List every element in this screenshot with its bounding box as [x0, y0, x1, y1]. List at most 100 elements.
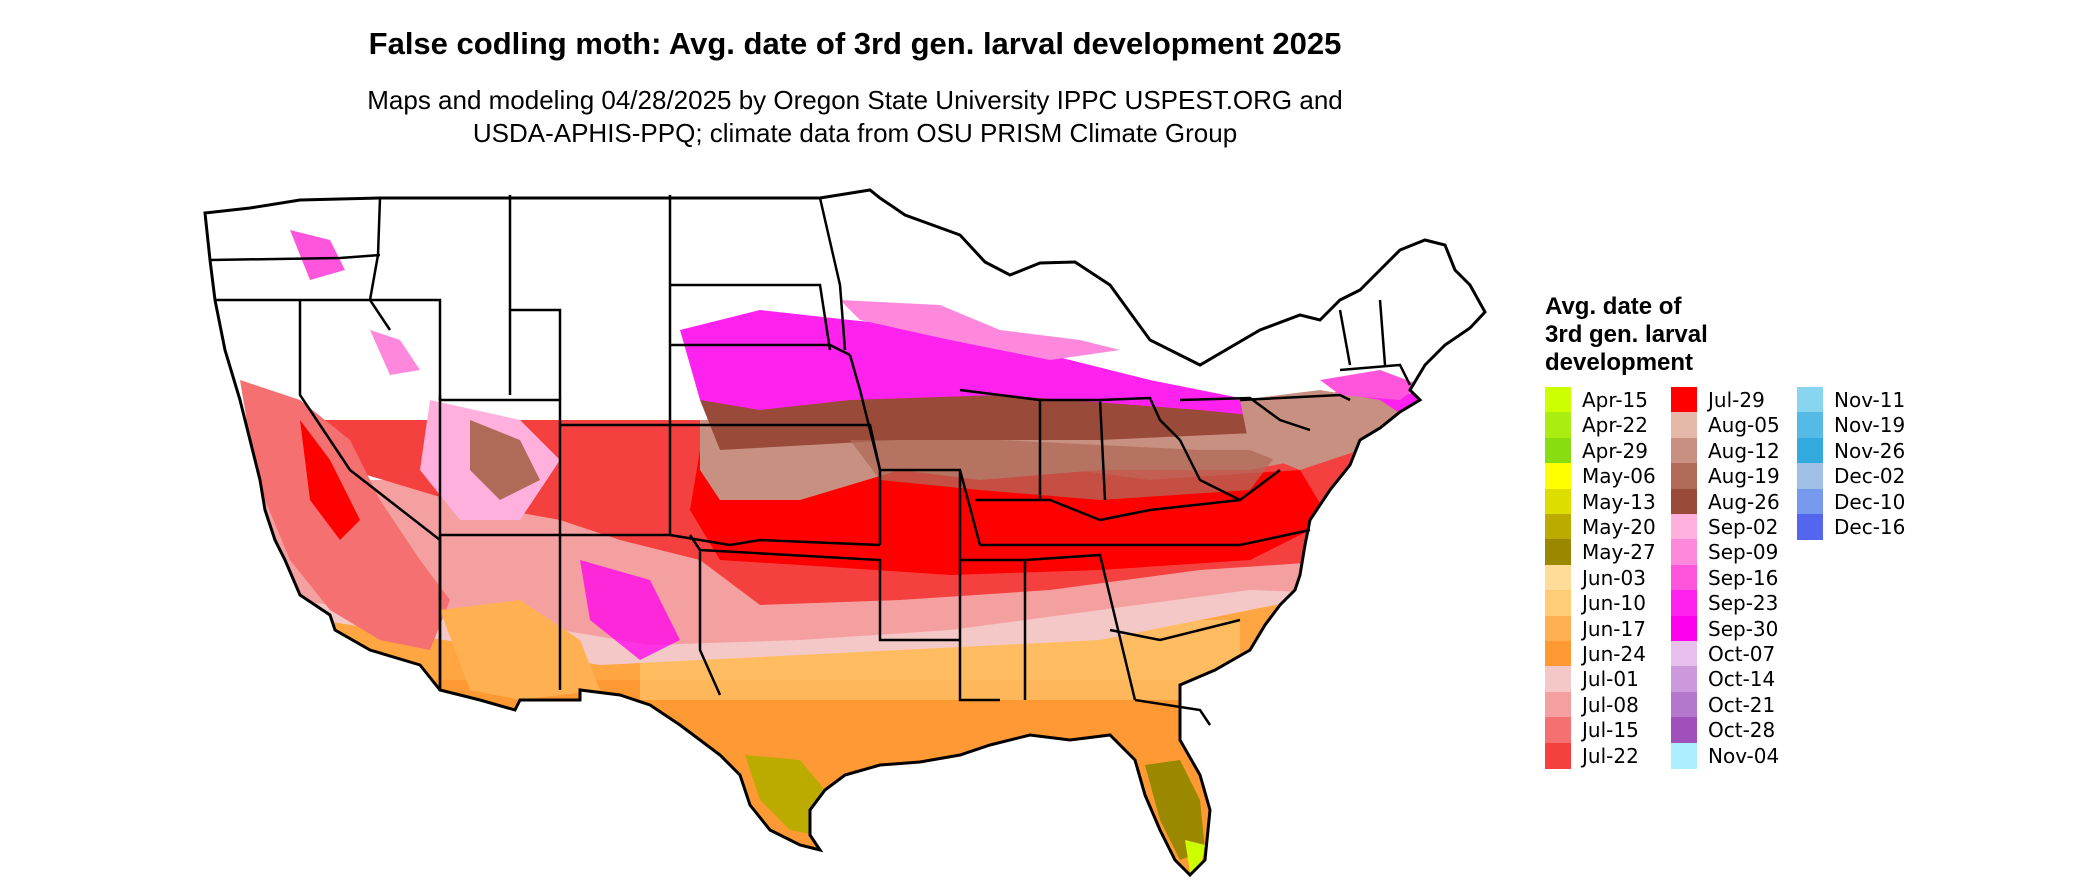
- legend-item: Sep-30: [1671, 615, 1801, 642]
- map-title: False codling moth: Avg. date of 3rd gen…: [368, 26, 1342, 61]
- map-subtitle: Maps and modeling 04/28/2025 by Oregon S…: [0, 84, 1710, 150]
- legend-item: Oct-07: [1671, 641, 1801, 667]
- legend-label: Aug-19: [1708, 464, 1780, 489]
- legend-item: Jul-22: [1545, 742, 1675, 769]
- legend-swatch: [1545, 742, 1571, 769]
- legend-swatch: [1671, 590, 1697, 617]
- legend-label: Jul-15: [1582, 718, 1639, 743]
- legend-title: Avg. date of 3rd gen. larval development: [1545, 293, 1708, 377]
- legend-item: May-06: [1545, 463, 1675, 490]
- legend-swatch: [1545, 412, 1571, 439]
- legend-item: Aug-05: [1671, 412, 1801, 439]
- legend-label: Jul-08: [1582, 692, 1639, 717]
- legend-swatch: [1545, 564, 1571, 591]
- legend-label: Oct-07: [1708, 642, 1776, 666]
- legend-swatch: [1671, 539, 1697, 566]
- legend-item: Nov-11: [1797, 387, 1927, 413]
- legend-swatch: [1671, 488, 1697, 515]
- legend-item: Dec-16: [1797, 514, 1927, 540]
- legend-item: May-20: [1545, 514, 1675, 540]
- legend-item: Jul-01: [1545, 666, 1675, 693]
- legend-swatch: [1671, 437, 1697, 464]
- band-sep-09: [840, 300, 1120, 360]
- legend-item: Dec-10: [1797, 488, 1927, 515]
- legend-label: Jul-29: [1708, 388, 1765, 412]
- legend-title-line-3: development: [1545, 349, 1694, 376]
- legend-item: Sep-23: [1671, 590, 1801, 617]
- legend-swatch: [1545, 641, 1571, 667]
- legend-item: Oct-28: [1671, 717, 1801, 744]
- legend-swatch: [1545, 717, 1571, 744]
- legend-label: Aug-05: [1708, 413, 1780, 438]
- legend-item: Sep-16: [1671, 564, 1801, 591]
- legend-label: Apr-22: [1582, 413, 1648, 438]
- legend-item: Dec-02: [1797, 463, 1927, 490]
- legend-label: Sep-30: [1708, 616, 1779, 641]
- legend-swatch: [1797, 437, 1823, 464]
- legend-item: May-13: [1545, 488, 1675, 515]
- legend-swatch: [1545, 387, 1571, 413]
- legend-item: Jun-17: [1545, 615, 1675, 642]
- legend-label: Sep-23: [1708, 591, 1779, 616]
- legend-item: Sep-09: [1671, 539, 1801, 566]
- legend-item: Oct-21: [1671, 691, 1801, 718]
- legend-label: Jul-22: [1582, 743, 1639, 768]
- legend-item: Nov-19: [1797, 412, 1927, 439]
- legend-swatch: [1545, 514, 1571, 540]
- legend-swatch: [1671, 742, 1697, 769]
- legend-label: Nov-11: [1834, 388, 1906, 412]
- legend-label: May-27: [1582, 540, 1656, 565]
- legend-label: Nov-26: [1834, 438, 1906, 463]
- band-ne-aug-12: [1240, 390, 1410, 470]
- legend-item: Aug-12: [1671, 437, 1801, 464]
- band-wa-sep-16: [290, 230, 345, 280]
- band-west-jul-29: [300, 420, 360, 540]
- band-may-20: [745, 755, 825, 835]
- legend-swatch: [1671, 564, 1697, 591]
- legend-label: Jun-10: [1582, 591, 1646, 616]
- legend-label: Aug-26: [1708, 489, 1780, 514]
- legend-label: Dec-16: [1834, 515, 1906, 539]
- legend-item: Jun-24: [1545, 641, 1675, 667]
- band-aug-19: [850, 440, 1280, 500]
- legend-label: Sep-09: [1708, 540, 1779, 565]
- legend-label: Jun-24: [1582, 642, 1646, 666]
- legend-label: Oct-21: [1708, 692, 1776, 717]
- legend-item: Jul-08: [1545, 691, 1675, 718]
- legend-label: Nov-19: [1834, 413, 1906, 438]
- band-may-27: [1145, 760, 1205, 860]
- band-id-sep-09: [370, 330, 420, 375]
- legend-item: Jul-29: [1671, 387, 1801, 413]
- legend-swatch: [1671, 514, 1697, 540]
- legend-item: Apr-29: [1545, 437, 1675, 464]
- subtitle-line-2: USDA-APHIS-PPQ; climate data from OSU PR…: [472, 118, 1238, 148]
- legend-swatch: [1797, 387, 1823, 413]
- legend-swatch: [1671, 717, 1697, 744]
- legend-swatch: [1671, 666, 1697, 693]
- legend-swatch: [1545, 437, 1571, 464]
- legend-swatch: [1545, 691, 1571, 718]
- legend-item: Oct-14: [1671, 666, 1801, 693]
- legend-swatch: [1671, 463, 1697, 490]
- legend-swatch: [1797, 412, 1823, 439]
- legend-label: Sep-16: [1708, 565, 1779, 590]
- subtitle-line-1: Maps and modeling 04/28/2025 by Oregon S…: [367, 85, 1343, 115]
- legend-item: Nov-04: [1671, 742, 1801, 769]
- legend-swatch: [1671, 615, 1697, 642]
- legend-swatch: [1545, 463, 1571, 490]
- legend-label: Oct-28: [1708, 718, 1776, 743]
- legend-label: May-13: [1582, 489, 1656, 514]
- band-sep-23: [680, 310, 1430, 420]
- legend-label: May-06: [1582, 464, 1656, 489]
- legend-label: Dec-10: [1834, 489, 1906, 514]
- legend-item: Apr-15: [1545, 387, 1675, 413]
- legend-label: Aug-12: [1708, 438, 1780, 463]
- legend-item: Aug-26: [1671, 488, 1801, 515]
- legend-title-line-2: 3rd gen. larval: [1545, 321, 1708, 348]
- legend-swatch: [1797, 488, 1823, 515]
- legend-title-line-1: Avg. date of: [1545, 293, 1682, 320]
- legend-swatch: [1545, 666, 1571, 693]
- legend-label: Nov-04: [1708, 743, 1780, 768]
- legend-swatch: [1671, 387, 1697, 413]
- legend-label: Sep-02: [1708, 515, 1779, 539]
